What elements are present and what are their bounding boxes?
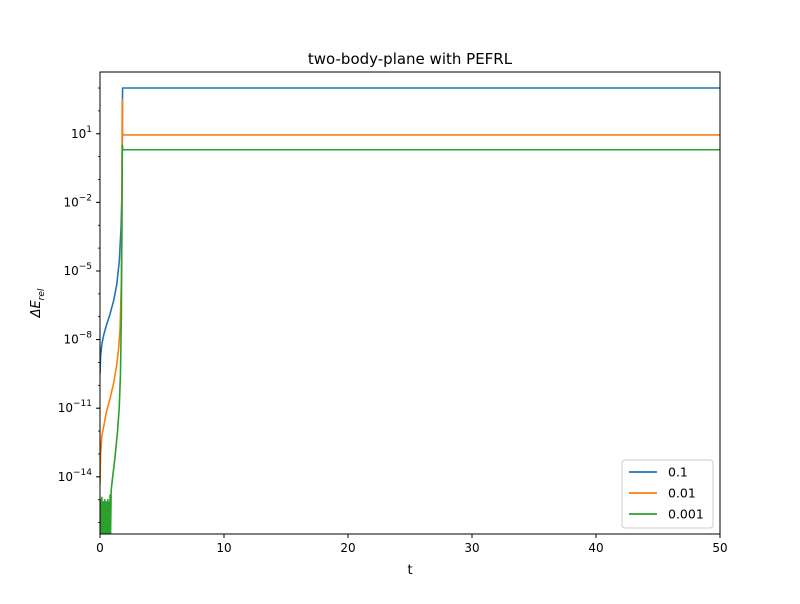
- y-tick-label: 10−11: [58, 399, 92, 415]
- y-tick-label-exponent: 1: [86, 125, 92, 135]
- y-axis-label: ΔErel: [29, 288, 47, 318]
- y-tick-label: 10−8: [63, 331, 92, 347]
- y-tick-label-base: 10: [63, 195, 78, 209]
- x-tick-label: 10: [216, 541, 231, 555]
- y-tick-label-exponent: −11: [73, 399, 92, 409]
- y-tick-label: 10−5: [63, 262, 92, 278]
- y-tick-label-exponent: −14: [73, 468, 92, 478]
- x-axis-label: t: [407, 563, 412, 578]
- y-tick-label-base: 10: [58, 470, 73, 484]
- series-line-0.001: [100, 144, 720, 534]
- legend: 0.1 0.01 0.001: [621, 459, 714, 529]
- x-tick-label: 30: [464, 541, 479, 555]
- y-tick-label-exponent: −5: [79, 262, 92, 272]
- series-layer: [100, 87, 720, 534]
- legend-label: 0.1: [668, 465, 688, 480]
- legend-label: 0.01: [668, 486, 696, 501]
- plot-frame: [99, 71, 721, 535]
- y-tick-label-base: 10: [58, 401, 73, 415]
- y-tick-label-base: 10: [71, 127, 86, 141]
- x-tick-label: 50: [712, 541, 727, 555]
- y-tick-label: 10−2: [63, 193, 92, 209]
- y-tick-label-base: 10: [63, 264, 78, 278]
- chart-title: two-body-plane with PEFRL: [308, 50, 513, 68]
- series-line-0.01: [100, 98, 720, 484]
- y-tick-label-base: 10: [63, 333, 78, 347]
- legend-box: [621, 459, 714, 529]
- y-tick-label-exponent: −2: [79, 193, 92, 203]
- y-tick-label: 10−14: [58, 468, 93, 484]
- legend-label: 0.001: [668, 507, 704, 522]
- x-axis: 0 10 20 30 40 50: [96, 534, 728, 555]
- x-tick-label: 40: [588, 541, 603, 555]
- y-tick-label-exponent: −8: [79, 331, 93, 341]
- y-tick-label: 101: [71, 125, 92, 141]
- y-axis-label-main: ΔE: [29, 300, 44, 319]
- x-tick-label: 0: [96, 541, 104, 555]
- y-axis-label-subscript: rel: [37, 288, 47, 300]
- x-tick-label: 20: [340, 541, 355, 555]
